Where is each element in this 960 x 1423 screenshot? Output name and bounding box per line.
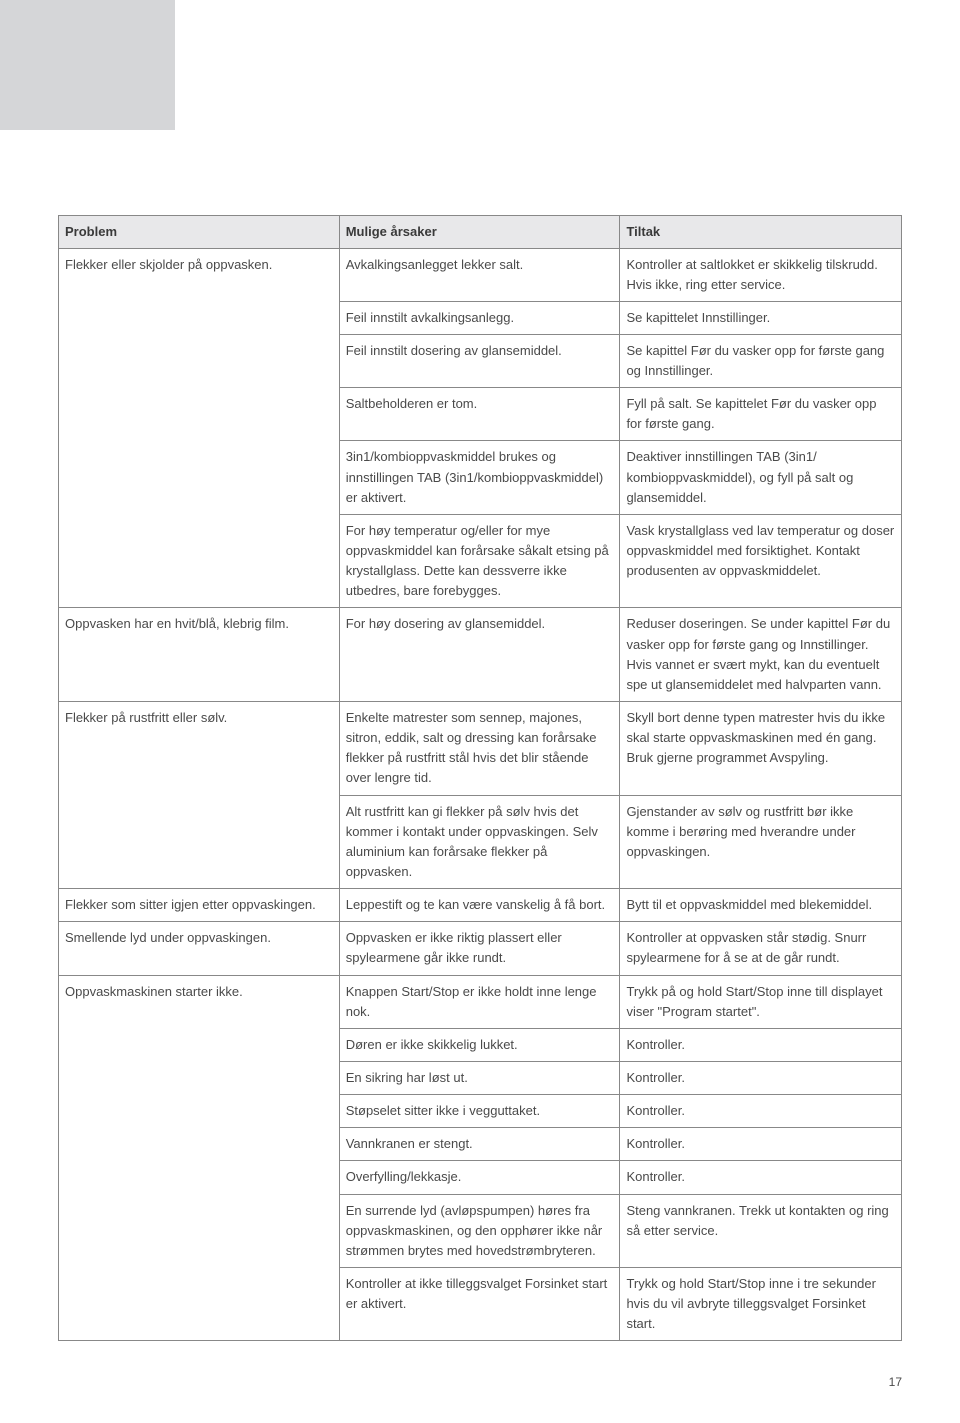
header-action: Tiltak <box>620 216 902 249</box>
table-row: Flekker som sitter igjen etter oppvaskin… <box>59 889 902 922</box>
cell-cause: Kontroller at ikke tilleggsvalget Forsin… <box>339 1267 620 1340</box>
table-row: Flekker på rustfritt eller sølv.Enkelte … <box>59 702 902 796</box>
cell-action: Vask krystallglass ved lav temperatur og… <box>620 514 902 608</box>
cell-action: Fyll på salt. Se kapittelet Før du vaske… <box>620 388 902 441</box>
cell-action: Bytt til et oppvaskmiddel med blekemidde… <box>620 889 902 922</box>
cell-action: Deaktiver innstillingen TAB (3in1/ kombi… <box>620 441 902 514</box>
cell-cause: Alt rustfritt kan gi flekker på sølv hvi… <box>339 795 620 889</box>
cell-cause: Knappen Start/Stop er ikke holdt inne le… <box>339 975 620 1028</box>
cell-cause: Vannkranen er stengt. <box>339 1128 620 1161</box>
cell-action: Trykk og hold Start/Stop inne i tre seku… <box>620 1267 902 1340</box>
cell-cause: Feil innstilt dosering av glansemiddel. <box>339 334 620 387</box>
cell-problem: Flekker eller skjolder på oppvasken. <box>59 248 340 608</box>
cell-problem: Oppvaskmaskinen starter ikke. <box>59 975 340 1341</box>
cell-cause: Feil innstilt avkalkingsanlegg. <box>339 301 620 334</box>
cell-cause: Overfylling/lekkasje. <box>339 1161 620 1194</box>
cell-action: Kontroller. <box>620 1062 902 1095</box>
cell-cause: Enkelte matrester som sennep, majones, s… <box>339 702 620 796</box>
cell-action: Se kapittel Før du vasker opp for første… <box>620 334 902 387</box>
cell-action: Gjenstander av sølv og rustfritt bør ikk… <box>620 795 902 889</box>
troubleshooting-table: Problem Mulige årsaker Tiltak Flekker el… <box>58 215 902 1341</box>
table-header-row: Problem Mulige årsaker Tiltak <box>59 216 902 249</box>
cell-action: Kontroller at oppvasken står stødig. Snu… <box>620 922 902 975</box>
table-row: Smellende lyd under oppvaskingen.Oppvask… <box>59 922 902 975</box>
content-area: Problem Mulige årsaker Tiltak Flekker el… <box>58 215 902 1341</box>
cell-problem: Flekker på rustfritt eller sølv. <box>59 702 340 889</box>
header-problem: Problem <box>59 216 340 249</box>
page-number: 17 <box>889 1373 902 1391</box>
cell-problem: Smellende lyd under oppvaskingen. <box>59 922 340 975</box>
cell-cause: Støpselet sitter ikke i vegguttaket. <box>339 1095 620 1128</box>
cell-action: Kontroller. <box>620 1161 902 1194</box>
cell-cause: For høy dosering av glansemiddel. <box>339 608 620 702</box>
cell-problem: Flekker som sitter igjen etter oppvaskin… <box>59 889 340 922</box>
cell-cause: Oppvasken er ikke riktig plassert eller … <box>339 922 620 975</box>
cell-action: Se kapittelet Innstillinger. <box>620 301 902 334</box>
cell-cause: En surrende lyd (avløpspumpen) høres fra… <box>339 1194 620 1267</box>
cell-action: Skyll bort denne typen matrester hvis du… <box>620 702 902 796</box>
cell-action: Reduser doseringen. Se under kapittel Fø… <box>620 608 902 702</box>
cell-cause: 3in1/kombioppvaskmiddel brukes og innsti… <box>339 441 620 514</box>
cell-action: Kontroller. <box>620 1128 902 1161</box>
table-body: Flekker eller skjolder på oppvasken.Avka… <box>59 248 902 1341</box>
header-cause: Mulige årsaker <box>339 216 620 249</box>
cell-cause: Døren er ikke skikkelig lukket. <box>339 1028 620 1061</box>
table-row: Flekker eller skjolder på oppvasken.Avka… <box>59 248 902 301</box>
cell-problem: Oppvasken har en hvit/blå, klebrig film. <box>59 608 340 702</box>
cell-cause: En sikring har løst ut. <box>339 1062 620 1095</box>
cell-cause: Avkalkingsanlegget lekker salt. <box>339 248 620 301</box>
header-grey-block <box>0 0 175 130</box>
cell-cause: Saltbeholderen er tom. <box>339 388 620 441</box>
cell-action: Kontroller. <box>620 1095 902 1128</box>
table-row: Oppvasken har en hvit/blå, klebrig film.… <box>59 608 902 702</box>
cell-action: Trykk på og hold Start/Stop inne till di… <box>620 975 902 1028</box>
cell-action: Steng vannkranen. Trekk ut kontakten og … <box>620 1194 902 1267</box>
table-row: Oppvaskmaskinen starter ikke.Knappen Sta… <box>59 975 902 1028</box>
cell-cause: For høy temperatur og/eller for mye oppv… <box>339 514 620 608</box>
cell-action: Kontroller. <box>620 1028 902 1061</box>
cell-action: Kontroller at saltlokket er skikkelig ti… <box>620 248 902 301</box>
cell-cause: Leppestift og te kan være vanskelig å få… <box>339 889 620 922</box>
